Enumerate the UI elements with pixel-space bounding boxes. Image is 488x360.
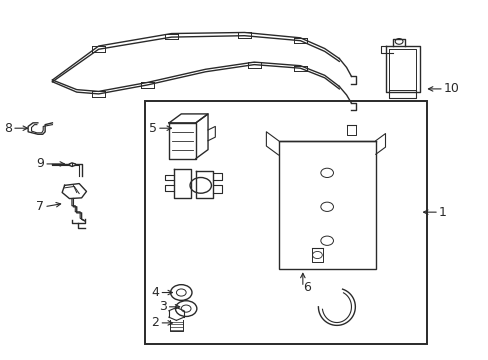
Bar	[144, 102, 426, 344]
Text: 4: 4	[151, 286, 159, 299]
Text: 10: 10	[443, 82, 459, 95]
Text: 1: 1	[438, 206, 446, 219]
Text: 5: 5	[149, 122, 157, 135]
Text: 3: 3	[159, 300, 166, 313]
Text: 8: 8	[4, 122, 12, 135]
Bar	[278, 141, 375, 269]
Text: 6: 6	[302, 281, 310, 294]
Text: 7: 7	[36, 200, 44, 213]
Text: 9: 9	[36, 157, 44, 170]
Text: 2: 2	[151, 316, 159, 329]
